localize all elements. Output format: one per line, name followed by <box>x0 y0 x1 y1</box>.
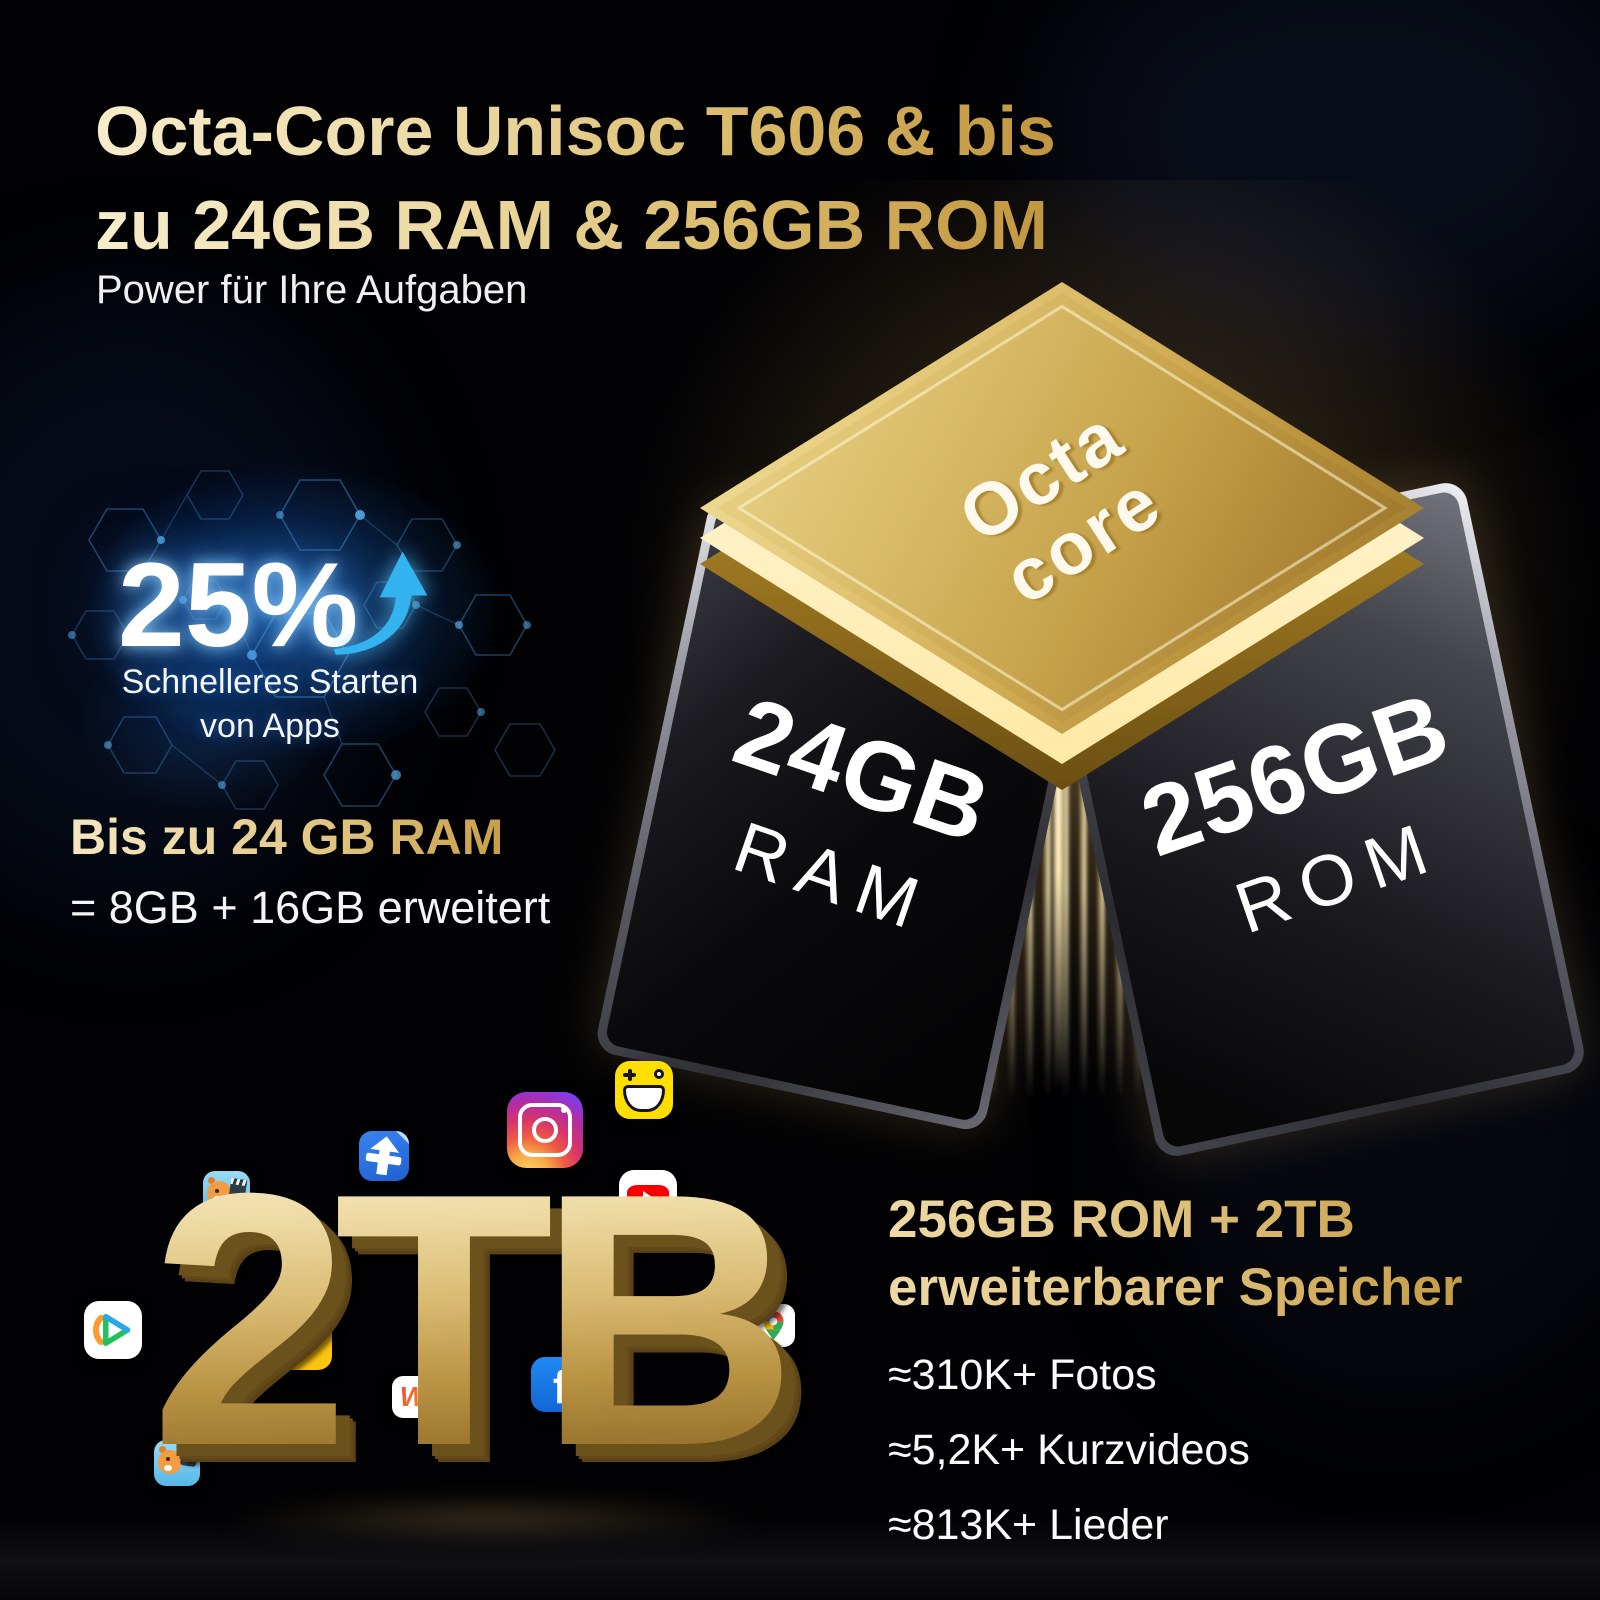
storage-item-photos: ≈310K+ Fotos <box>888 1351 1157 1399</box>
wps-office-icon: W <box>392 1376 434 1418</box>
storage-capacity-list: ≈310K+ Fotos ≈5,2K+ Kurzvideos ≈813K+ Li… <box>888 1338 1250 1563</box>
hex-circuit-pattern <box>68 460 556 815</box>
subtitle: Power für Ihre Aufgaben <box>96 268 528 312</box>
storage-item-videos: ≈5,2K+ Kurzvideos <box>888 1426 1250 1474</box>
map-pin-glyph <box>763 1311 784 1340</box>
notes-pen-app-icon <box>277 1315 332 1370</box>
hago-game-app-icon <box>615 1061 673 1119</box>
play-glyph <box>643 1190 656 1207</box>
title-line-1: Octa-Core Unisoc T606 & bis <box>95 84 1056 178</box>
camera-frame-glyph <box>517 1102 573 1158</box>
storage-headline: 256GB ROM + 2TB erweiterbarer Speicher <box>888 1186 1462 1322</box>
play-swoosh-glyph <box>92 1313 131 1347</box>
wps-letter: W <box>400 1381 426 1413</box>
instagram-icon <box>507 1092 583 1168</box>
floor-shadow <box>0 1516 1600 1600</box>
up-arrow-icon <box>333 551 428 655</box>
facebook-letter: f <box>553 1362 568 1412</box>
chip-label: Octa core <box>944 393 1178 620</box>
kids-video-app-icon <box>203 1171 250 1218</box>
speed-stat-caption-line2: von Apps <box>200 707 340 745</box>
kids-video-app-icon <box>154 1440 200 1486</box>
page-title: Octa-Core Unisoc T606 & bis zu 24GB RAM … <box>95 84 1056 272</box>
smile-glyph <box>623 1085 665 1113</box>
camera-lens-glyph <box>532 1117 558 1143</box>
youtube-icon <box>619 1170 677 1228</box>
chip-label-box: Octa core <box>700 282 1424 734</box>
2tb-face-layer: 2TB <box>150 1119 798 1521</box>
google-maps-icon <box>752 1304 795 1347</box>
title-line-2: zu 24GB RAM & 256GB ROM <box>95 178 1056 272</box>
arrow-glyph <box>365 1136 402 1176</box>
ram-detail: = 8GB + 16GB erweitert <box>70 882 551 933</box>
2tb-depth-layer: 2TB <box>164 1152 812 1512</box>
2tb-3d-text: 2TB 2TB <box>150 1140 812 1512</box>
storage-headline-line1: 256GB ROM + 2TB <box>888 1186 1462 1254</box>
speed-stat-caption-line1: Schnelleres Starten <box>121 663 419 701</box>
storage-headline-line2: erweiterbarer Speicher <box>888 1254 1462 1322</box>
storage-item-songs: ≈813K+ Lieder <box>888 1501 1169 1549</box>
pen-glyph <box>290 1325 323 1363</box>
tencent-video-icon <box>84 1301 142 1359</box>
facebook-icon: f <box>531 1357 586 1412</box>
speed-stat-value: 25% <box>118 538 359 672</box>
file-transfer-app-icon <box>359 1131 409 1181</box>
light-ray-core <box>1054 655 1063 1090</box>
ram-headline: Bis zu 24 GB RAM <box>70 809 504 865</box>
speed-stat-caption: Schnelleres Starten von Apps <box>60 660 480 748</box>
